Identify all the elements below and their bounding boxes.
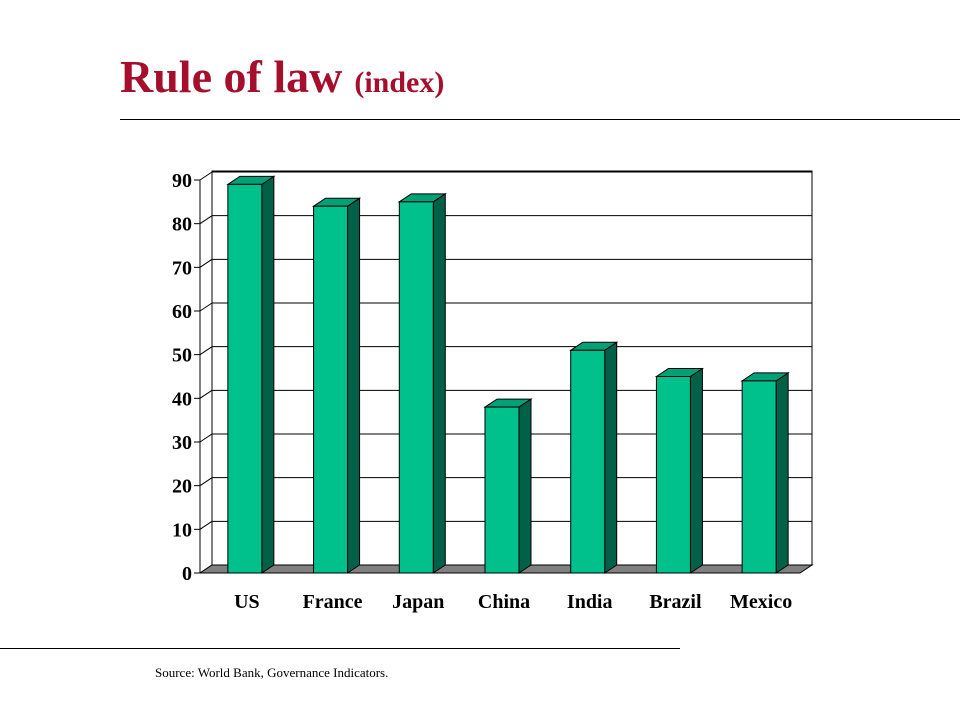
gridline-diagonal <box>199 389 213 399</box>
slide-title-main: Rule of law <box>120 51 343 102</box>
bar-france <box>311 197 362 574</box>
y-tick-label: 80 <box>172 214 192 236</box>
bar-front-mexico <box>741 380 777 574</box>
gridline-diagonal <box>199 433 213 443</box>
gridline-diagonal <box>199 520 213 530</box>
gridline-diagonal <box>199 171 213 181</box>
bar-side-mexico <box>775 371 789 574</box>
title-divider <box>120 119 960 120</box>
y-tick-label: 90 <box>172 170 192 192</box>
y-tick-label: 50 <box>172 345 192 367</box>
source-note: Source: World Bank, Governance Indicator… <box>155 665 389 680</box>
source-divider <box>0 648 680 649</box>
x-tick-label-china: China <box>478 591 530 613</box>
bar-japan <box>397 192 447 574</box>
gridline-diagonal <box>199 477 213 487</box>
x-tick-label-mexico: Mexico <box>730 591 792 613</box>
bar-front-france <box>313 205 349 574</box>
bar-us <box>226 175 276 574</box>
bar-front-india <box>570 349 606 574</box>
bar-front-us <box>227 183 263 574</box>
y-tick-label: 70 <box>172 257 192 279</box>
bar-front-china <box>484 406 520 574</box>
y-tick-label: 60 <box>172 301 192 323</box>
bar-side-france <box>347 197 361 574</box>
bar-side-brazil <box>689 367 703 574</box>
x-tick-label-brazil: Brazil <box>649 591 702 613</box>
category-labels: US France Japan China India Brazil Mexico <box>234 591 792 613</box>
slide-title-subtitle: (index) <box>354 66 445 99</box>
bar-front-japan <box>398 201 434 574</box>
slide-title: Rule of law (index) <box>120 50 444 103</box>
bars <box>226 175 790 574</box>
gridline-diagonal <box>199 258 213 268</box>
bar-side-india <box>604 341 618 574</box>
x-tick-label-japan: Japan <box>392 591 444 613</box>
bar-side-japan <box>432 192 446 574</box>
x-tick-label-india: India <box>567 591 613 613</box>
bar-india <box>569 341 619 574</box>
bar-brazil <box>654 367 705 574</box>
y-tick-label: 30 <box>172 432 192 454</box>
y-tick-label: 40 <box>172 388 192 410</box>
gridline-diagonal <box>199 302 213 312</box>
y-tick-label: 20 <box>172 476 192 498</box>
y-axis: 0 10 20 30 40 50 60 70 80 90 <box>172 170 213 585</box>
y-tick-label: 10 <box>172 519 192 541</box>
gridline-diagonal <box>199 215 213 225</box>
y-tick-label: 0 <box>182 563 192 585</box>
bar-mexico <box>740 371 790 574</box>
bar-china <box>483 398 533 574</box>
x-tick-label-france: France <box>303 591 363 613</box>
bar-side-china <box>518 398 532 574</box>
bar-side-us <box>261 175 275 574</box>
bar-front-brazil <box>655 376 691 574</box>
x-tick-label-us: US <box>234 591 260 613</box>
gridline-diagonal <box>199 346 213 356</box>
